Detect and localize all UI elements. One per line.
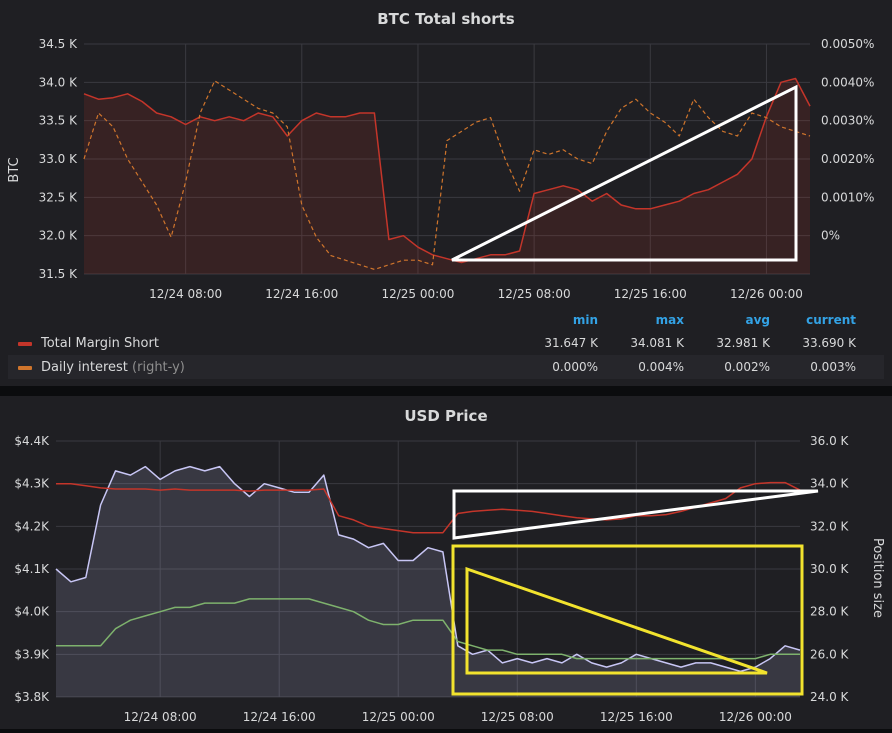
legend-swatch [18, 366, 32, 370]
annotation-box-yellow [451, 544, 804, 696]
y2-tick-label: 26.0 K [810, 647, 850, 661]
legend-row-bg [8, 355, 884, 379]
series-fill [84, 78, 810, 274]
legend-value: 0.000% [552, 360, 598, 374]
legend-header: current [806, 313, 856, 327]
usd-price-chart: $4.4K 36.0 K $4.3K 34.0 K $4.2K 32.0 K $4.1K 30… [14, 434, 885, 724]
y-tick-label: 31.5 K [39, 267, 79, 281]
x-tick-label: 12/26 00:00 [730, 287, 803, 301]
y-tick-label: 34.5 K [39, 37, 79, 51]
x-tick-label: 12/25 00:00 [381, 287, 454, 301]
y2-tick-label: 32.0 K [810, 519, 850, 533]
y-tick-label: 32.0 K [39, 229, 79, 243]
btc-total-shorts-panel: BTC Total shorts 34.5 K 0.0050% 34.0 K 0.00… [0, 0, 892, 386]
y2-tick-label: 0.0040% [821, 75, 874, 89]
legend-swatch [18, 342, 32, 346]
panel-title: USD Price [404, 407, 488, 425]
legend-header: avg [745, 313, 770, 327]
legend-value: 0.003% [810, 360, 856, 374]
y-tick-label: $3.8K [14, 690, 50, 704]
series-line-position [56, 481, 801, 534]
btc-shorts-chart: 34.5 K 0.0050% 34.0 K 0.0040% 33.5 K 0.0030% 3… [7, 37, 884, 379]
legend-value: 33.690 K [802, 336, 857, 350]
legend-value: 32.981 K [716, 336, 771, 350]
y-tick-label: 34.0 K [39, 75, 79, 89]
y-tick-label: 32.5 K [39, 190, 79, 204]
legend-header: min [573, 313, 598, 327]
y2-tick-label: 0.0030% [821, 114, 874, 128]
legend-value: 34.081 K [630, 336, 685, 350]
y-tick-label: $4.2K [14, 519, 50, 533]
x-tick-label: 12/24 16:00 [243, 710, 316, 724]
series-line-daily-interest [83, 80, 811, 270]
panel-title: BTC Total shorts [377, 10, 515, 28]
legend-value: 0.004% [638, 360, 684, 374]
x-tick-label: 12/24 08:00 [124, 710, 197, 724]
y-tick-label: $3.9K [14, 647, 50, 661]
y2-tick-label: 0.0020% [821, 152, 874, 166]
y-tick-label: $4.1K [14, 562, 50, 576]
y-tick-label: 33.5 K [39, 114, 79, 128]
y-tick-label: $4.4K [14, 434, 50, 448]
annotation-triangle-yellow [465, 566, 768, 675]
legend-series-name: Total Margin Short [40, 336, 159, 351]
x-tick-label: 12/24 08:00 [149, 287, 222, 301]
x-tick-label: 12/25 08:00 [481, 710, 554, 724]
y2-tick-label: 30.0 K [810, 562, 850, 576]
legend-value: 0.002% [724, 360, 770, 374]
annotation-triangle [451, 84, 798, 262]
y2-tick-label: 0.0050% [821, 37, 874, 51]
annotation-triangle-white [452, 489, 819, 540]
y2-axis-label: Position size [870, 538, 885, 618]
y-tick-label: $4.0K [14, 605, 50, 619]
y2-tick-label: 34.0 K [810, 477, 850, 491]
x-tick-label: 12/25 16:00 [614, 287, 687, 301]
y-axis-label: BTC [7, 157, 22, 182]
series-line-green [56, 598, 800, 660]
x-tick-label: 12/25 08:00 [498, 287, 571, 301]
usd-price-panel: USD Price $4.4K 36.0 K $4.3K 34.0 K $4.2K 32.… [0, 396, 892, 729]
y2-tick-label: 36.0 K [810, 434, 850, 448]
x-tick-label: 12/25 00:00 [362, 710, 435, 724]
legend-value: 31.647 K [544, 336, 599, 350]
x-tick-label: 12/26 00:00 [719, 710, 792, 724]
y2-tick-label: 28.0 K [810, 605, 850, 619]
series-line-total-margin-short [83, 77, 811, 264]
series-fill [56, 466, 800, 697]
y-tick-label: 33.0 K [39, 152, 79, 166]
y-tick-label: $4.3K [14, 477, 50, 491]
y2-tick-label: 24.0 K [810, 690, 850, 704]
y2-tick-label: 0% [821, 229, 840, 243]
legend-header: max [656, 313, 685, 327]
legend-series-name: Daily interest (right-y) [41, 360, 185, 375]
series-line-price [55, 465, 801, 673]
y2-tick-label: 0.0010% [821, 190, 874, 204]
x-tick-label: 12/24 16:00 [265, 287, 338, 301]
x-tick-label: 12/25 16:00 [600, 710, 673, 724]
